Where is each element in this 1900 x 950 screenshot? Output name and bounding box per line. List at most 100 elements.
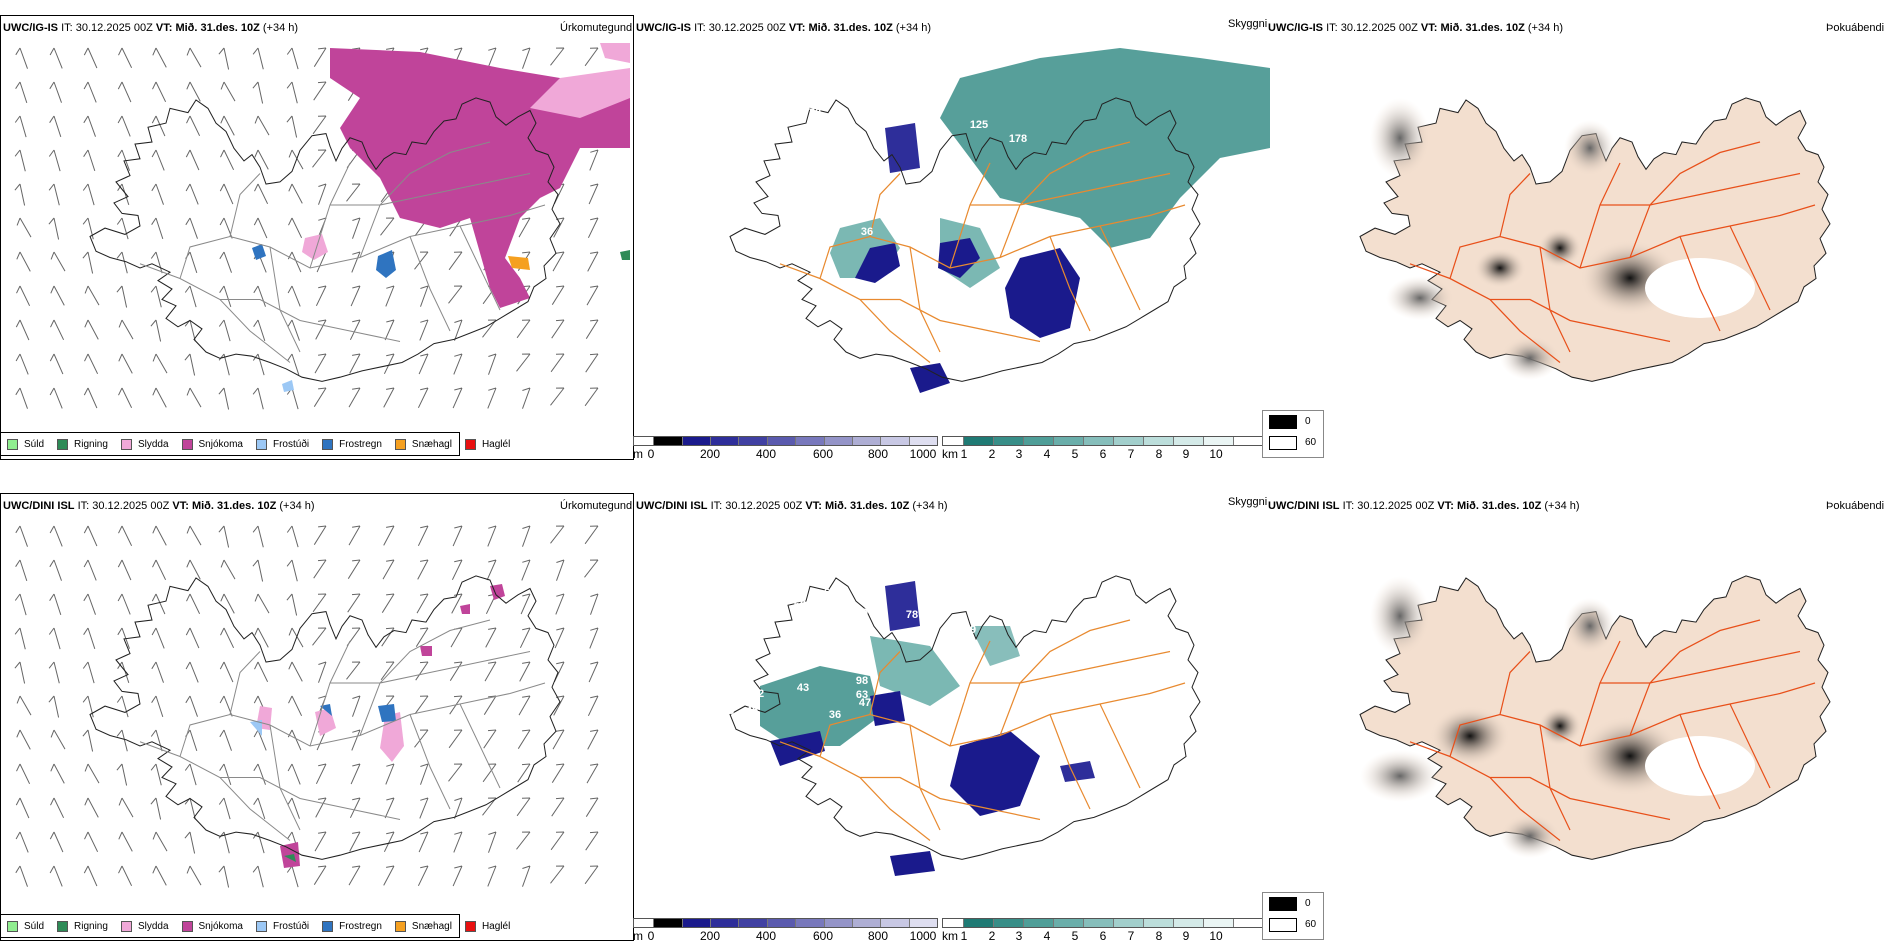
wind-barb [516, 797, 531, 817]
wind-barb [383, 387, 395, 408]
wind-barb [184, 831, 196, 854]
low-visibility-area-2 [870, 636, 960, 706]
wind-barb [83, 627, 96, 650]
wind-barb [385, 763, 395, 785]
legend-item-snaehagl: Snæhagl [394, 438, 452, 450]
wind-barb [522, 865, 531, 887]
vt-label: VT: [788, 22, 806, 34]
wind-barb [346, 183, 361, 202]
model-name: UWC/IG-IS [636, 22, 691, 34]
wind-barb [286, 525, 299, 548]
wind-barb [415, 627, 429, 647]
wind-barb [184, 353, 196, 376]
wind-barb [551, 797, 565, 817]
visibility-colorbar-cells [942, 436, 1264, 446]
vt-value: Mið. 31.des. 10Z [1440, 22, 1525, 34]
vt-value: Mið. 31.des. 10Z [175, 22, 260, 34]
panel-type-label: Úrkomutegund [560, 500, 633, 512]
tick-label: 8 [1155, 929, 1163, 943]
ceiling-value-label: 44 [757, 321, 770, 333]
ceiling-colorbar-cells [633, 436, 938, 446]
wind-barb [186, 593, 201, 615]
visibility-colorbar-ticks: km 1 2 3 4 5 6 7 8 9 10 [942, 928, 1264, 943]
fog-medium-area-3 [1386, 276, 1454, 320]
wind-barb [349, 353, 361, 374]
legend-swatch [57, 438, 69, 450]
wind-barb [252, 47, 264, 70]
wind-barb [151, 593, 166, 615]
wind-barb [315, 763, 327, 785]
ceiling-colorbar-ticks: m 0 200 400 600 800 1000 [633, 928, 938, 943]
wind-barb [16, 217, 32, 238]
wind-barb [150, 251, 163, 274]
wind-barb [186, 865, 202, 886]
lead-time: (+34 h) [1544, 500, 1580, 512]
ceiling-colorbar: m 0 200 400 600 800 1000 [633, 436, 938, 461]
wind-barb [487, 47, 497, 69]
wind-barb [550, 831, 565, 851]
wind-barb [584, 47, 599, 67]
wind-barb [349, 319, 361, 341]
wind-barb [347, 559, 361, 579]
ceiling-value-label: 71 [764, 299, 776, 311]
fog-high-area-3 [1474, 248, 1526, 288]
wind-barb [218, 319, 231, 342]
wind-barb [588, 183, 599, 205]
wind-barb [82, 695, 94, 718]
tick-label: 10 [1209, 447, 1223, 461]
wind-barb [152, 559, 167, 581]
fog-index-map [1359, 575, 1831, 860]
wind-barb [313, 525, 327, 545]
ceiling-value-label: 99 [964, 624, 976, 636]
ceiling-unit: m [633, 929, 643, 943]
snow-patch-3 [420, 646, 432, 656]
wind-barb [48, 695, 60, 718]
wind-barb [550, 865, 565, 884]
wind-barb [584, 559, 599, 578]
fog-legend-item: 60 [1263, 432, 1323, 453]
legend-swatch [181, 920, 193, 932]
wind-barb [117, 183, 130, 206]
wind-barb [49, 47, 63, 69]
legend-swatch [394, 920, 406, 932]
model-name: UWC/DINI ISL [1268, 500, 1340, 512]
wind-barb [82, 217, 94, 240]
fog-medium-area-2 [1500, 336, 1560, 380]
low-ceiling-area-3 [855, 243, 900, 283]
sleet-area-2 [600, 43, 630, 63]
ceiling-value-label: 89 [724, 837, 736, 849]
freezing-rain-patch-2 [252, 244, 266, 260]
fog-high-area-2 [1538, 228, 1582, 268]
ceiling-value-label: 72 [744, 722, 756, 734]
legend-item-rigning: Rigning [57, 438, 108, 450]
tick-label: 3 [1015, 447, 1023, 461]
wind-barb [589, 627, 599, 649]
wind-barb [16, 251, 31, 272]
wind-barb [352, 695, 361, 717]
wind-barb [484, 661, 497, 682]
wind-barb [416, 593, 429, 614]
wind-barb [346, 661, 361, 680]
it-label: IT: [61, 22, 73, 34]
wind-barb [483, 695, 497, 715]
wind-barb [48, 661, 60, 684]
wind-barb [453, 353, 463, 375]
wind-barb [150, 763, 162, 786]
wind-barb [185, 695, 198, 717]
legend-item-frostudi: Frostúði [255, 438, 309, 450]
ceiling-value-label: 66 [729, 864, 741, 876]
wind-barb [150, 729, 163, 752]
precip-type-map [14, 43, 630, 410]
wind-barb [116, 695, 129, 718]
wind-barb [520, 593, 531, 615]
panel-type-label: Skyggni [1228, 18, 1268, 30]
wind-barb [151, 661, 164, 683]
wind-barb [288, 695, 303, 717]
wind-barb [118, 47, 133, 69]
tick-label: 2 [988, 929, 996, 943]
wind-barb [84, 285, 100, 306]
ceiling-value-label: 238 [808, 91, 826, 103]
legend-swatch [1269, 414, 1297, 429]
wind-barb [83, 593, 96, 615]
wind-barb [118, 831, 133, 852]
